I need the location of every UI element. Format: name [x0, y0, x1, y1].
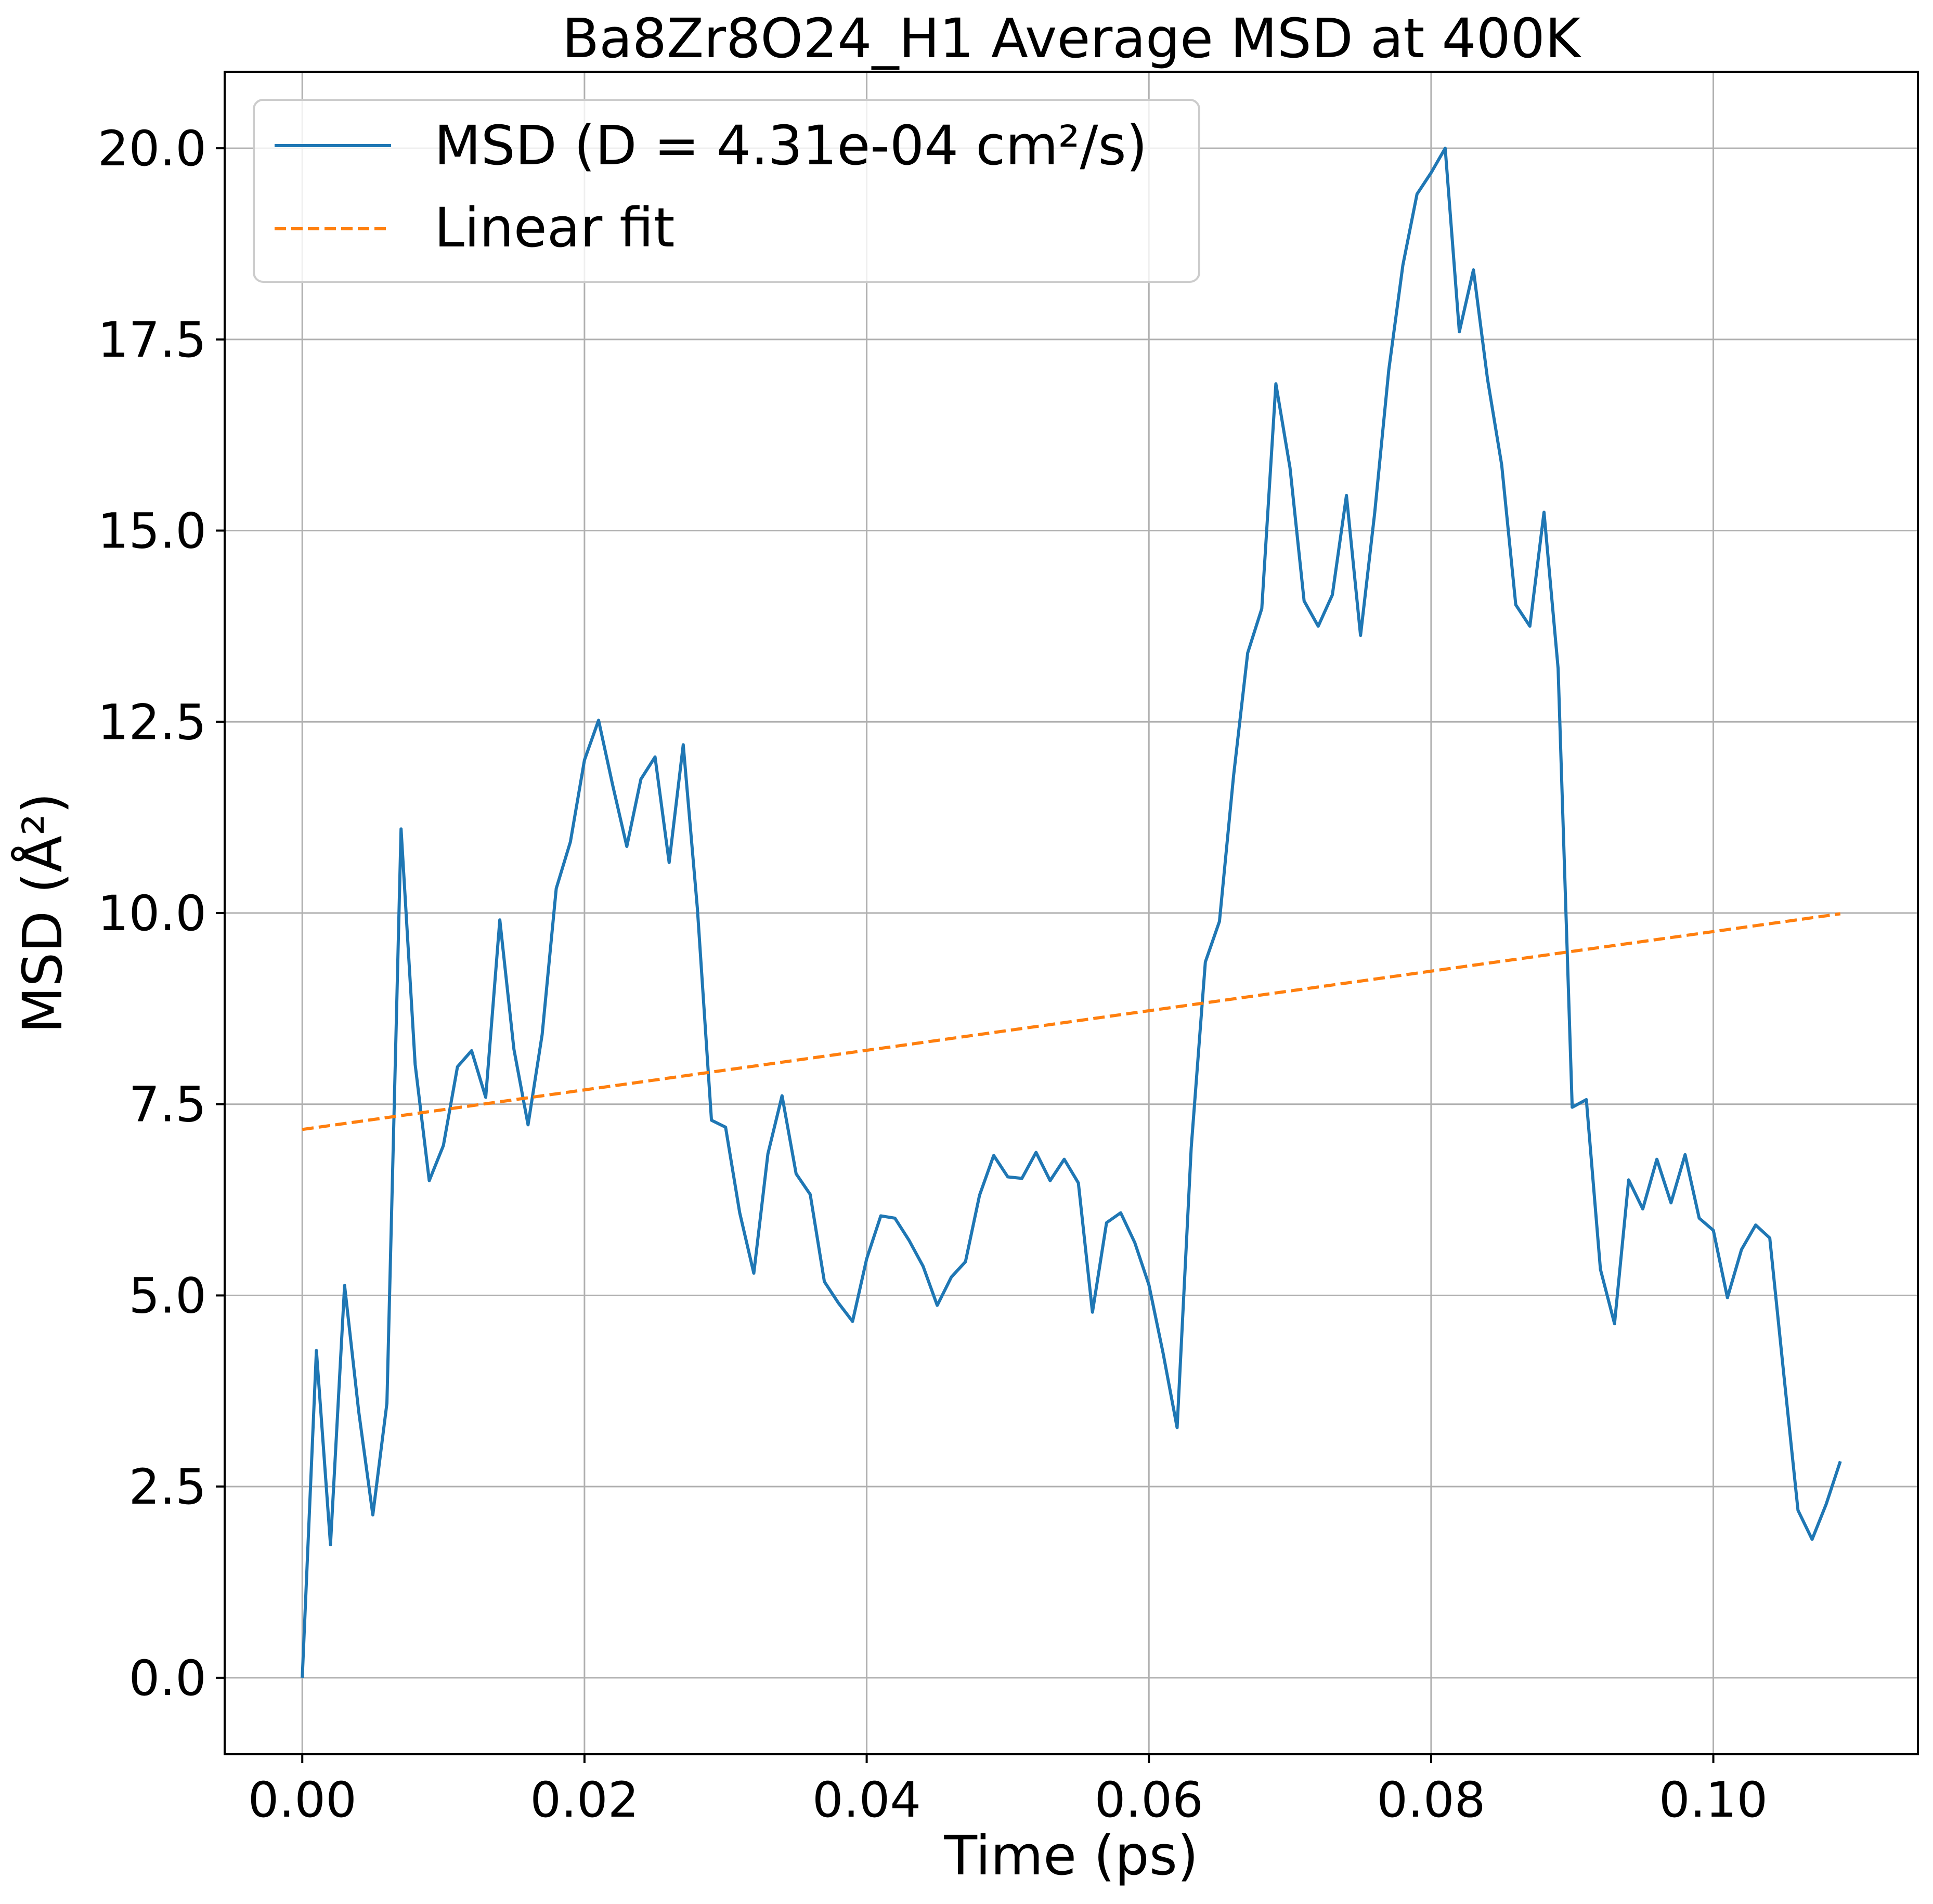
y-tick-label: 0.0 — [129, 1650, 207, 1707]
y-tick-label: 15.0 — [98, 503, 206, 560]
x-tick-label: 0.04 — [812, 1772, 921, 1829]
x-tick-label: 0.08 — [1377, 1772, 1485, 1829]
y-tick-label: 20.0 — [98, 121, 206, 177]
legend-label-msd: MSD (D = 4.31e-04 cm²/s) — [434, 114, 1147, 177]
y-tick-label: 17.5 — [98, 312, 206, 369]
legend: MSD (D = 4.31e-04 cm²/s) Linear fit — [253, 99, 1200, 283]
y-tick-label: 7.5 — [129, 1077, 207, 1133]
axis-ticks: 0.00 0.02 0.04 0.06 0.08 0.10 0.0 2.5 5.0 7.5 10.0… — [98, 121, 1768, 1829]
legend-box — [253, 99, 1200, 283]
legend-label-linear-fit: Linear fit — [434, 196, 675, 259]
y-axis-label: MSD (Å²) — [11, 793, 74, 1034]
grid — [225, 72, 1918, 1754]
chart-title: Ba8Zr8O24_H1 Average MSD at 400K — [562, 7, 1582, 70]
x-tick-label: 0.06 — [1095, 1772, 1203, 1829]
series-layer — [301, 147, 1842, 1678]
x-tick-label: 0.00 — [248, 1772, 357, 1829]
y-tick-label: 12.5 — [98, 694, 206, 751]
x-axis-label: Time (ps) — [944, 1824, 1199, 1887]
y-tick-label: 2.5 — [129, 1459, 207, 1516]
linear-fit-line — [302, 912, 1841, 1131]
y-tick-label: 10.0 — [98, 885, 206, 942]
y-tick-label: 5.0 — [129, 1268, 207, 1324]
msd-series-line — [301, 147, 1842, 1678]
x-tick-label: 0.02 — [530, 1772, 639, 1829]
x-tick-label: 0.10 — [1659, 1772, 1768, 1829]
